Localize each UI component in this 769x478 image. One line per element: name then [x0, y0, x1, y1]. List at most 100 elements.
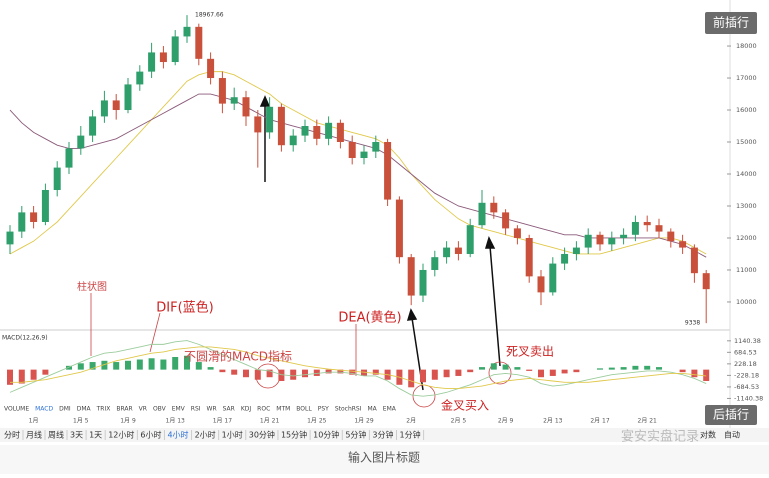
candle-body — [195, 26, 203, 59]
candle-body — [549, 263, 557, 293]
button[interactable] — [705, 405, 757, 425]
indicator-tab[interactable]: EMA — [383, 406, 397, 413]
axis-toggle[interactable]: 对数 — [700, 430, 716, 440]
macd-bar — [125, 360, 131, 370]
period-tab[interactable]: 30分钟 — [249, 430, 275, 440]
candle-body — [643, 221, 651, 226]
period-tab[interactable]: 10分钟 — [313, 430, 339, 440]
x-tick-label: 1月 17 — [213, 418, 233, 425]
period-tab[interactable]: 1天 — [89, 431, 102, 440]
period-tab[interactable]: 分时 — [4, 430, 20, 440]
x-tick-label: 2月 13 — [543, 418, 563, 425]
dea-line — [10, 346, 707, 390]
period-tab[interactable]: 2小时 — [195, 430, 216, 440]
indicator-tab[interactable]: BRAR — [116, 406, 132, 413]
y-tick-label: 14000 — [736, 170, 757, 178]
indicator-tab[interactable]: KDJ — [241, 406, 252, 413]
indicator-tab[interactable]: MA — [368, 406, 378, 413]
x-tick-label: 1月 21 — [260, 418, 280, 425]
candle-body — [41, 189, 49, 222]
indicator-tab[interactable]: VOLUME — [4, 406, 29, 413]
indicator-tab[interactable]: SAR — [223, 406, 235, 413]
candle-body — [325, 122, 333, 139]
macd-bar — [148, 358, 155, 370]
x-tick-label: 2月 17 — [590, 418, 610, 425]
indicator-tab[interactable]: TRIX — [96, 406, 111, 413]
indicator-tab[interactable]: WR — [207, 406, 217, 413]
macd-bar — [89, 362, 96, 370]
button-label[interactable]: 后插行 — [713, 408, 749, 422]
candle-body — [655, 225, 663, 232]
indicator-tab[interactable]: ROC — [257, 406, 270, 413]
candle-body — [679, 241, 687, 248]
period-tab[interactable]: 1分钟 — [400, 430, 421, 440]
annotation: DIF(蓝色) — [156, 300, 213, 316]
macd-bar — [302, 369, 308, 378]
macd-bar — [431, 369, 438, 380]
period-tab[interactable]: 3分钟 — [372, 430, 393, 440]
indicator-tab[interactable]: VR — [139, 406, 147, 413]
y-tick-label: -228.18 — [734, 371, 759, 379]
macd-bar — [207, 367, 214, 370]
candle-body — [230, 97, 238, 104]
watermark: 宴安实盘记录 — [621, 429, 699, 445]
period-tab[interactable]: 周线 — [48, 430, 64, 440]
y-tick-label: 1140.38 — [734, 337, 761, 345]
y-tick-label: -1140.38 — [734, 394, 763, 402]
x-tick-label: 2月 5 — [451, 418, 467, 425]
macd-bar — [278, 369, 285, 381]
indicator-tab[interactable]: OBV — [153, 406, 167, 413]
indicator-tab[interactable]: BOLL — [296, 406, 312, 413]
candle-body — [112, 100, 120, 111]
period-tab[interactable]: 5分钟 — [345, 430, 366, 440]
period-tab[interactable]: 15分钟 — [281, 430, 307, 440]
candle-body — [537, 276, 545, 293]
y-tick-label: -684.53 — [734, 383, 759, 391]
indicator-tab[interactable]: MTM — [276, 406, 290, 413]
period-bar — [0, 428, 769, 442]
indicator-tab[interactable]: RSI — [191, 406, 201, 413]
y-tick-label: 12000 — [736, 234, 757, 242]
candle-body — [608, 237, 616, 245]
macd-bar — [66, 365, 72, 370]
axis-toggle[interactable]: 自动 — [724, 430, 740, 440]
macd-bar — [679, 369, 686, 373]
macd-bar — [372, 369, 379, 375]
indicator-tab[interactable]: DMI — [59, 406, 71, 413]
button[interactable] — [705, 12, 757, 34]
macd-bar — [691, 369, 698, 378]
period-tab[interactable]: 12小时 — [108, 430, 134, 440]
dif-line — [9, 340, 707, 397]
candle-body — [702, 273, 710, 290]
y-tick-label: 684.53 — [734, 348, 757, 356]
indicator-tab[interactable]: PSY — [318, 406, 329, 413]
macd-bar — [573, 369, 580, 373]
candle-body — [667, 231, 675, 242]
ma-line — [9, 71, 707, 255]
candle-body — [395, 199, 403, 258]
period-tab[interactable]: 3天 — [70, 431, 83, 440]
macd-bar — [337, 369, 344, 374]
indicator-tab[interactable]: MACD — [35, 406, 53, 413]
annotation: DEA(黄色) — [338, 310, 401, 326]
x-tick-label: 1月 29 — [354, 418, 374, 425]
candle-body — [183, 26, 191, 37]
macd-bar — [172, 357, 179, 370]
period-tab[interactable]: 6小时 — [140, 430, 161, 440]
indicator-tab[interactable]: EMV — [172, 406, 186, 413]
candle-body — [136, 71, 144, 85]
caption-bar — [0, 445, 769, 474]
candle-body — [301, 126, 309, 136]
indicator-tab[interactable]: DMA — [77, 406, 92, 413]
candle-body — [65, 148, 73, 168]
candle-body — [631, 221, 639, 235]
candle-body — [148, 52, 156, 72]
candle-body — [443, 247, 451, 258]
period-tab[interactable]: 月线 — [26, 430, 42, 440]
macd-bar — [644, 365, 651, 370]
macd-bar — [502, 364, 509, 370]
button-label[interactable]: 前插行 — [713, 15, 749, 30]
indicator-tab[interactable]: StochRSI — [335, 406, 362, 413]
period-tab[interactable]: 4小时 — [167, 430, 188, 440]
period-tab[interactable]: 1小时 — [222, 430, 243, 440]
